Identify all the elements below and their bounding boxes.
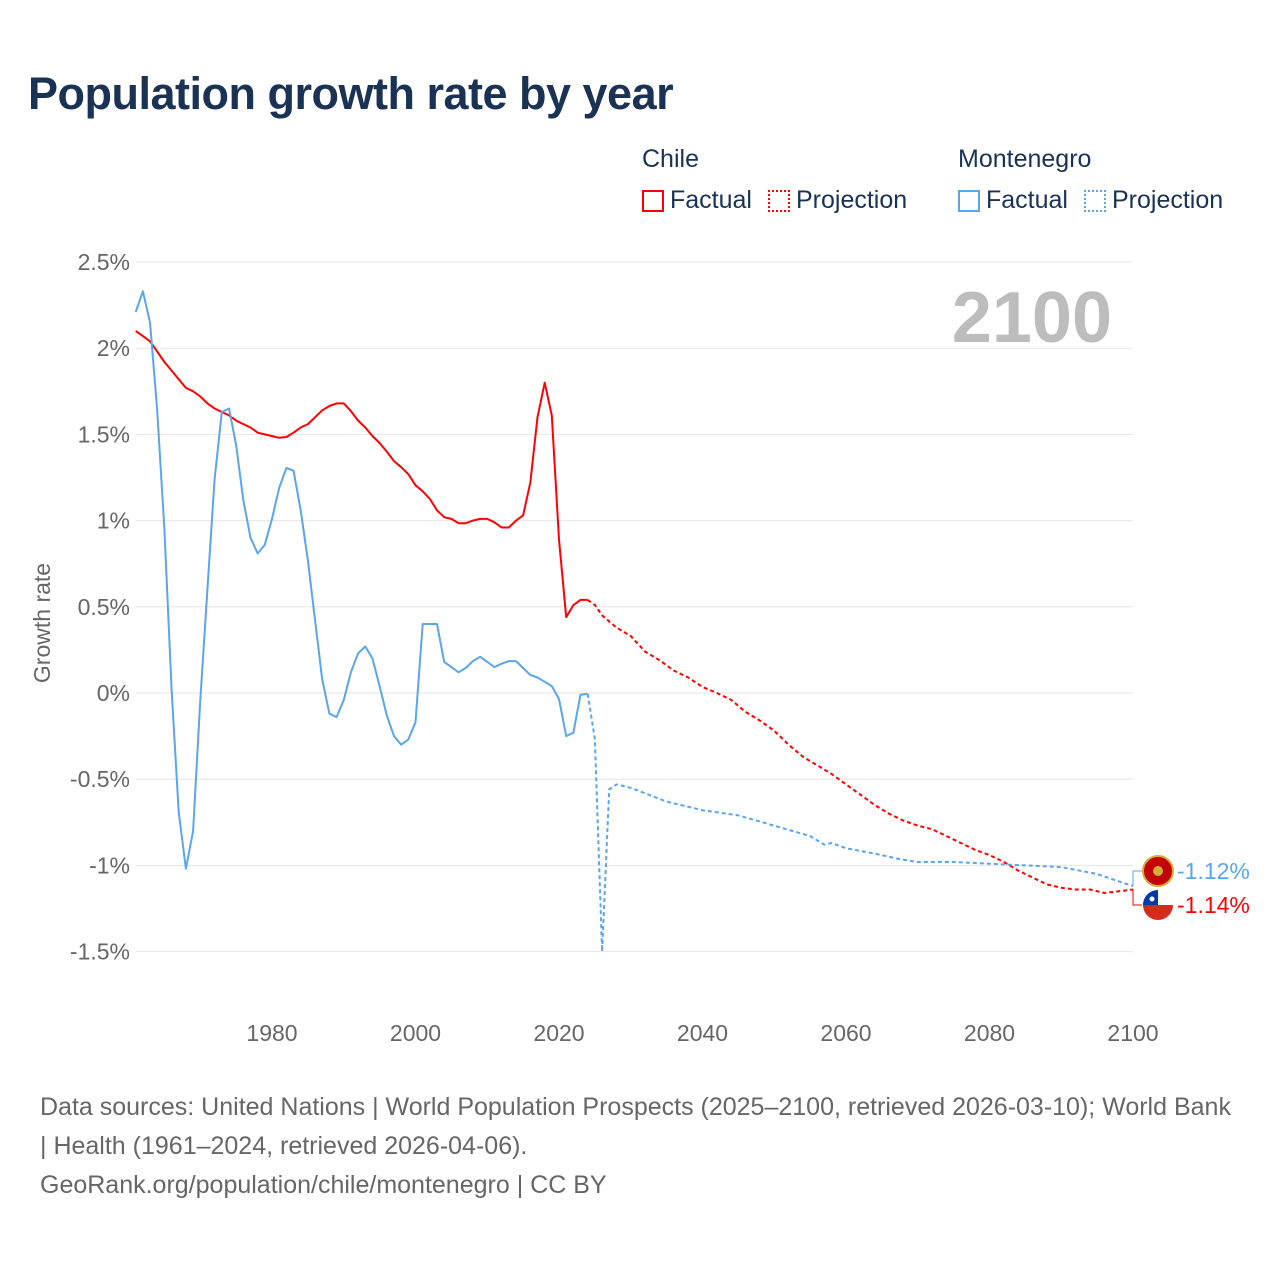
chile-flag-icon (1143, 890, 1173, 920)
grid: 2.5% 2% 1.5% 1% 0.5% 0% -0.5% -1% -1.5% 1980 2000 2… (70, 249, 1159, 1046)
y-tick-label: -1.5% (70, 939, 130, 965)
legend-montenegro-projection[interactable]: Projection (1083, 186, 1224, 215)
chart-title: Population growth rate by year (28, 68, 674, 119)
current-year-label: 2100 (952, 278, 1112, 358)
series-lines (134, 290, 1134, 953)
legend-group-name: Chile (642, 145, 699, 173)
legend-label: Factual (670, 186, 752, 214)
y-tick-label: 0.5% (78, 594, 130, 620)
legend-swatch-solid (642, 189, 664, 212)
y-tick-label: 1% (97, 508, 130, 534)
x-tick-label: 2040 (677, 1020, 728, 1046)
legend-swatch-solid (958, 189, 980, 212)
connector-montenegro (1132, 870, 1142, 887)
legend-label: Projection (1111, 186, 1224, 214)
legend-group-name: Montenegro (958, 145, 1092, 173)
x-tick-label: 2060 (820, 1020, 871, 1046)
y-tick-label: 2.5% (78, 249, 130, 275)
end-labels: -1.12% -1.14% (1132, 855, 1250, 920)
x-tick-label: 2100 (1107, 1020, 1158, 1046)
y-tick-label: 2% (97, 335, 130, 361)
y-axis-title: Growth rate (29, 563, 55, 683)
x-tick-label: 2080 (964, 1020, 1015, 1046)
x-tick-label: 2000 (390, 1020, 441, 1046)
line-montenegro-projection (586, 693, 1134, 953)
legend-chile: Chile Factual Projection (642, 145, 907, 215)
y-tick-label: 0% (97, 680, 130, 706)
x-tick-label: 1980 (246, 1020, 297, 1046)
montenegro-flag-icon (1142, 855, 1174, 887)
end-value-label: -1.14% (1177, 892, 1250, 918)
flag-emblem (1153, 866, 1163, 876)
connector-chile (1132, 889, 1142, 906)
legend-montenegro-factual[interactable]: Factual (958, 186, 1068, 215)
legend-swatch-dotted (1083, 189, 1106, 212)
line-chile-factual (135, 330, 588, 619)
flag-red (1143, 905, 1173, 920)
legend-chile-projection[interactable]: Projection (767, 186, 908, 215)
y-tick-label: -1% (89, 852, 130, 878)
chart-area: 2.5% 2% 1.5% 1% 0.5% 0% -0.5% -1% -1.5% 1980 2000 2… (29, 249, 1250, 1046)
y-tick-label: 1.5% (78, 421, 130, 447)
end-value-label: -1.12% (1177, 858, 1250, 884)
data-sources: Data sources: United Nations | World Pop… (40, 1093, 1231, 1160)
x-tick-label: 2020 (533, 1020, 584, 1046)
legend-label: Factual (986, 186, 1068, 214)
footer: Data sources: United Nations | World Pop… (40, 1088, 1240, 1205)
legend-chile-factual[interactable]: Factual (642, 186, 752, 215)
line-chile-projection (587, 599, 1134, 894)
line-montenegro-factual (134, 290, 588, 870)
flag-star (1149, 896, 1155, 902)
legend-swatch-dotted (767, 189, 790, 212)
legend-label: Projection (795, 186, 908, 214)
y-tick-label: -0.5% (70, 766, 130, 792)
credit-link[interactable]: GeoRank.org/population/chile/montenegro … (40, 1171, 607, 1199)
legend-montenegro: Montenegro Factual Projection (958, 145, 1223, 215)
